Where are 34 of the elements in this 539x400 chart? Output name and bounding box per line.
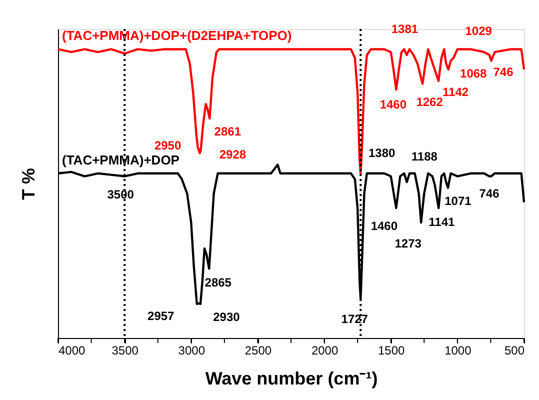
y-axis-title: T %	[18, 168, 38, 200]
series-label: (TAC+PMMA)+DOP+(D2EHPA+TOPO)	[62, 28, 292, 44]
annotation: 1071	[444, 194, 472, 208]
x-tick-label: 1000	[444, 344, 472, 358]
x-tick-label: 4000	[58, 344, 86, 358]
annotation: 2930	[213, 310, 240, 324]
annotation: 1188	[411, 149, 438, 164]
series-label: (TAC+PMMA)+DOP	[62, 152, 180, 168]
annotation: 1727	[341, 312, 368, 326]
annotation: 1262	[416, 94, 444, 109]
annotation: 1142	[442, 84, 469, 99]
annotation: 1141	[428, 215, 455, 230]
annotation: 1460	[370, 219, 398, 234]
annotation: 746	[493, 64, 514, 79]
x-tick-label: 1500	[378, 344, 406, 358]
annotation: 2928	[219, 147, 246, 162]
annotation: 1460	[380, 98, 407, 112]
x-tick-label: 2000	[311, 344, 338, 358]
x-tick-label: 3500	[112, 344, 139, 358]
annotation: 1380	[368, 146, 396, 160]
annotation: 1273	[394, 236, 422, 250]
annotation: 2957	[148, 308, 175, 323]
annotation: 2865	[204, 276, 232, 290]
annotation: 1381	[391, 22, 418, 36]
x-tick-label: 500	[504, 344, 525, 358]
x-tick-label: 3000	[178, 344, 206, 358]
annotation: 2950	[154, 138, 182, 152]
annotation: 1068	[460, 66, 488, 80]
annotation: 746	[479, 186, 500, 200]
annotation: 1029	[465, 24, 492, 38]
x-tick-label: 2500	[244, 344, 272, 358]
annotation: 3500	[107, 187, 134, 202]
x-axis-title: Wave number (cm⁻¹)	[205, 368, 378, 388]
annotation: 2861	[214, 124, 242, 139]
